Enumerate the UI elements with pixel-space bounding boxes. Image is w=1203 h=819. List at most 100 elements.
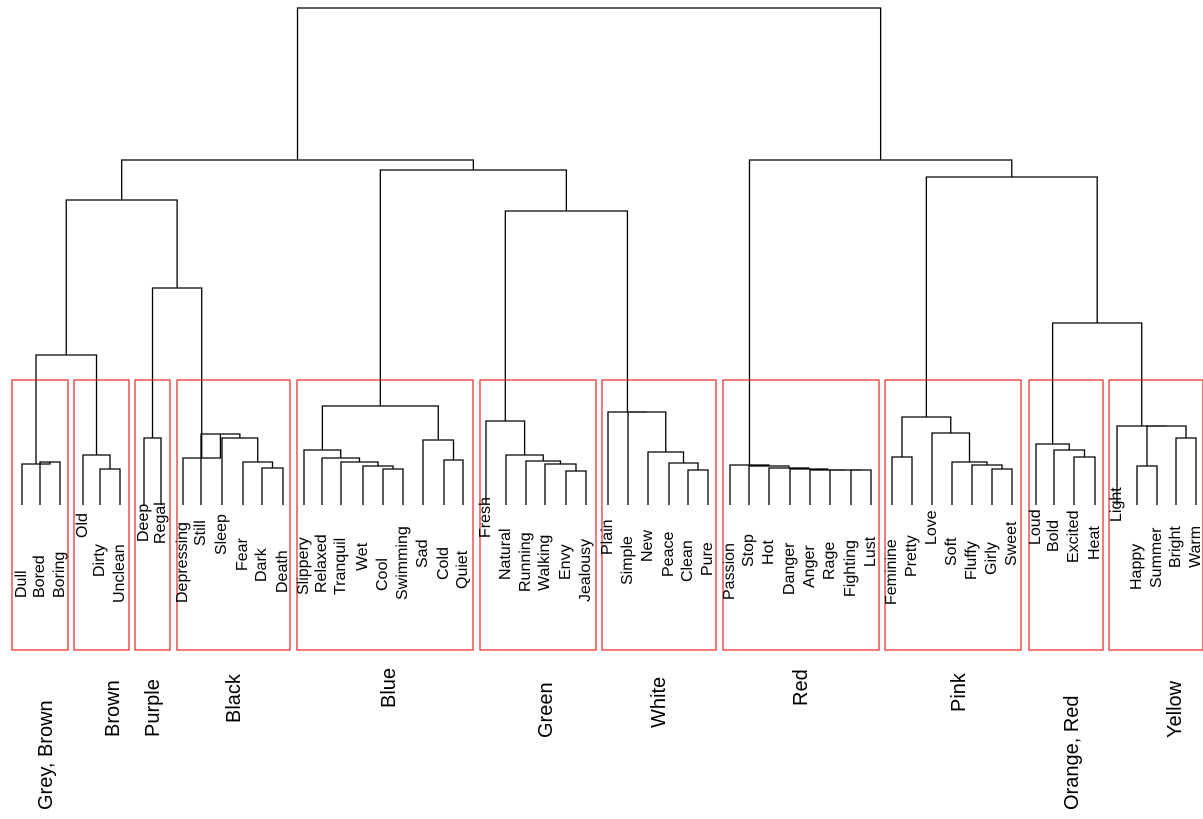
- cluster-box: [479, 379, 597, 651]
- leaf-label: Sweet: [1003, 521, 1020, 566]
- leaf-label: Soft: [943, 537, 960, 566]
- group-label: Grey, Brown: [35, 700, 57, 810]
- leaf-label: Boring: [51, 552, 68, 598]
- group-label: Blue: [378, 668, 400, 708]
- dendrogram-link: [82, 454, 111, 505]
- group-label: Purple: [142, 679, 164, 737]
- dendrogram-link: [362, 465, 394, 505]
- dendrogram-link: [748, 159, 1013, 465]
- group-label: Orange, Red: [1061, 695, 1083, 810]
- leaf-label: Warm: [1187, 526, 1203, 568]
- leaf-label: Envy: [557, 544, 574, 580]
- leaf-label: Still: [192, 520, 209, 546]
- cluster-box: [884, 379, 1022, 651]
- leaf-label: Dull: [13, 570, 30, 598]
- dendrogram-link: [242, 461, 274, 505]
- leaf-label: Simple: [619, 536, 636, 585]
- leaf-label: Lust: [862, 536, 879, 567]
- leaf-label: Love: [923, 510, 940, 545]
- dendrogram-link: [504, 210, 629, 421]
- dendrogram-link: [931, 432, 971, 505]
- leaf-label: Feminine: [883, 539, 900, 605]
- dendrogram-link: [544, 463, 577, 505]
- leaf-label: Slippery: [295, 537, 312, 595]
- dendrogram-link: [1053, 449, 1086, 505]
- leaf-label: Unclean: [111, 544, 128, 603]
- dendrogram-link: [925, 176, 1098, 417]
- group-label: Green: [535, 682, 557, 738]
- group-label: Pink: [948, 672, 970, 712]
- dendrogram-link: [261, 467, 284, 505]
- leaf-label: Running: [517, 532, 534, 592]
- cluster-box: [722, 379, 880, 651]
- leaf-label: Happy: [1128, 544, 1145, 590]
- leaf-label: Cold: [435, 547, 452, 580]
- leaf-label: Fluffy: [963, 541, 980, 580]
- dendrogram-link: [1146, 425, 1187, 466]
- dendrogram-link: [485, 420, 526, 505]
- leaf-label: Depressing: [174, 522, 191, 603]
- leaf-label: Natural: [497, 528, 514, 580]
- leaf-label: Bored: [31, 555, 48, 598]
- leaf-label: Clean: [679, 540, 696, 582]
- cluster-box: [601, 379, 717, 651]
- leaf-label: Heat: [1086, 526, 1103, 560]
- dendrogram-link: [505, 454, 544, 505]
- leaf-label: Hot: [760, 540, 777, 565]
- leaf-label: Girly: [983, 542, 1000, 575]
- dendrogram-link: [21, 462, 51, 505]
- leaf-label: Death: [274, 550, 291, 593]
- leaf-labels: Dull Bored Boring Old Dirty Unclean Deep…: [13, 487, 1203, 605]
- leaf-label: Pretty: [903, 535, 920, 577]
- dendrogram-link: [748, 465, 790, 505]
- leaf-label: Peace: [660, 532, 677, 577]
- dendrogram-link: [221, 437, 259, 505]
- group-label: Red: [790, 669, 812, 706]
- leaf-label: Bright: [1167, 526, 1184, 568]
- cluster-boxes: [11, 379, 1203, 651]
- cluster-box: [134, 379, 171, 651]
- dendrogram-link: [65, 199, 178, 355]
- dendrogram-link: [627, 411, 667, 505]
- dendrogram-link: [901, 416, 952, 457]
- leaf-label: New: [639, 530, 656, 562]
- leaf-label: Plain: [599, 519, 616, 555]
- dendrogram-link: [143, 437, 162, 505]
- dendrogram-link: [35, 354, 98, 464]
- leaf-label: Anger: [801, 545, 818, 588]
- group-labels: Grey, Brown Brown Purple Black Blue Gree…: [35, 668, 1186, 810]
- leaf-label: Tranquil: [332, 538, 349, 595]
- leaf-label: Fresh: [477, 497, 494, 538]
- dendrogram-links: [21, 7, 1197, 505]
- cluster-box: [296, 379, 474, 651]
- leaf-label: Swimming: [394, 526, 411, 600]
- dendrogram-link: [1051, 322, 1143, 444]
- leaf-label: Cool: [374, 558, 391, 591]
- cluster-box: [11, 379, 69, 651]
- leaf-label: Jealousy: [577, 539, 594, 602]
- dendrogram-link: [891, 456, 913, 505]
- dendrogram-link: [1136, 465, 1158, 505]
- dendrogram-link: [379, 169, 568, 406]
- dendrogram-link: [829, 469, 861, 505]
- leaf-label: Walking: [536, 535, 553, 591]
- leaf-label: Sleep: [213, 514, 230, 555]
- leaf-label: Wet: [354, 542, 371, 571]
- cluster-box: [1028, 379, 1104, 651]
- cluster-box: [1108, 379, 1203, 651]
- dendrogram-link: [971, 464, 1003, 505]
- dendrogram-link: [321, 405, 439, 450]
- dendrogram-link: [200, 433, 241, 505]
- dendrogram-link: [182, 434, 222, 505]
- leaf-label: Old: [74, 513, 91, 538]
- leaf-label: Bold: [1045, 520, 1062, 552]
- dendrogram-link: [382, 468, 404, 505]
- dendrogram-link: [647, 451, 685, 505]
- leaf-label: Excited: [1065, 511, 1082, 563]
- dendrogram-link: [768, 467, 810, 505]
- group-label: Brown: [102, 680, 124, 737]
- leaf-label: Loud: [1027, 509, 1044, 545]
- dendrogram-link: [1073, 456, 1096, 505]
- leaf-label: Pure: [699, 542, 716, 576]
